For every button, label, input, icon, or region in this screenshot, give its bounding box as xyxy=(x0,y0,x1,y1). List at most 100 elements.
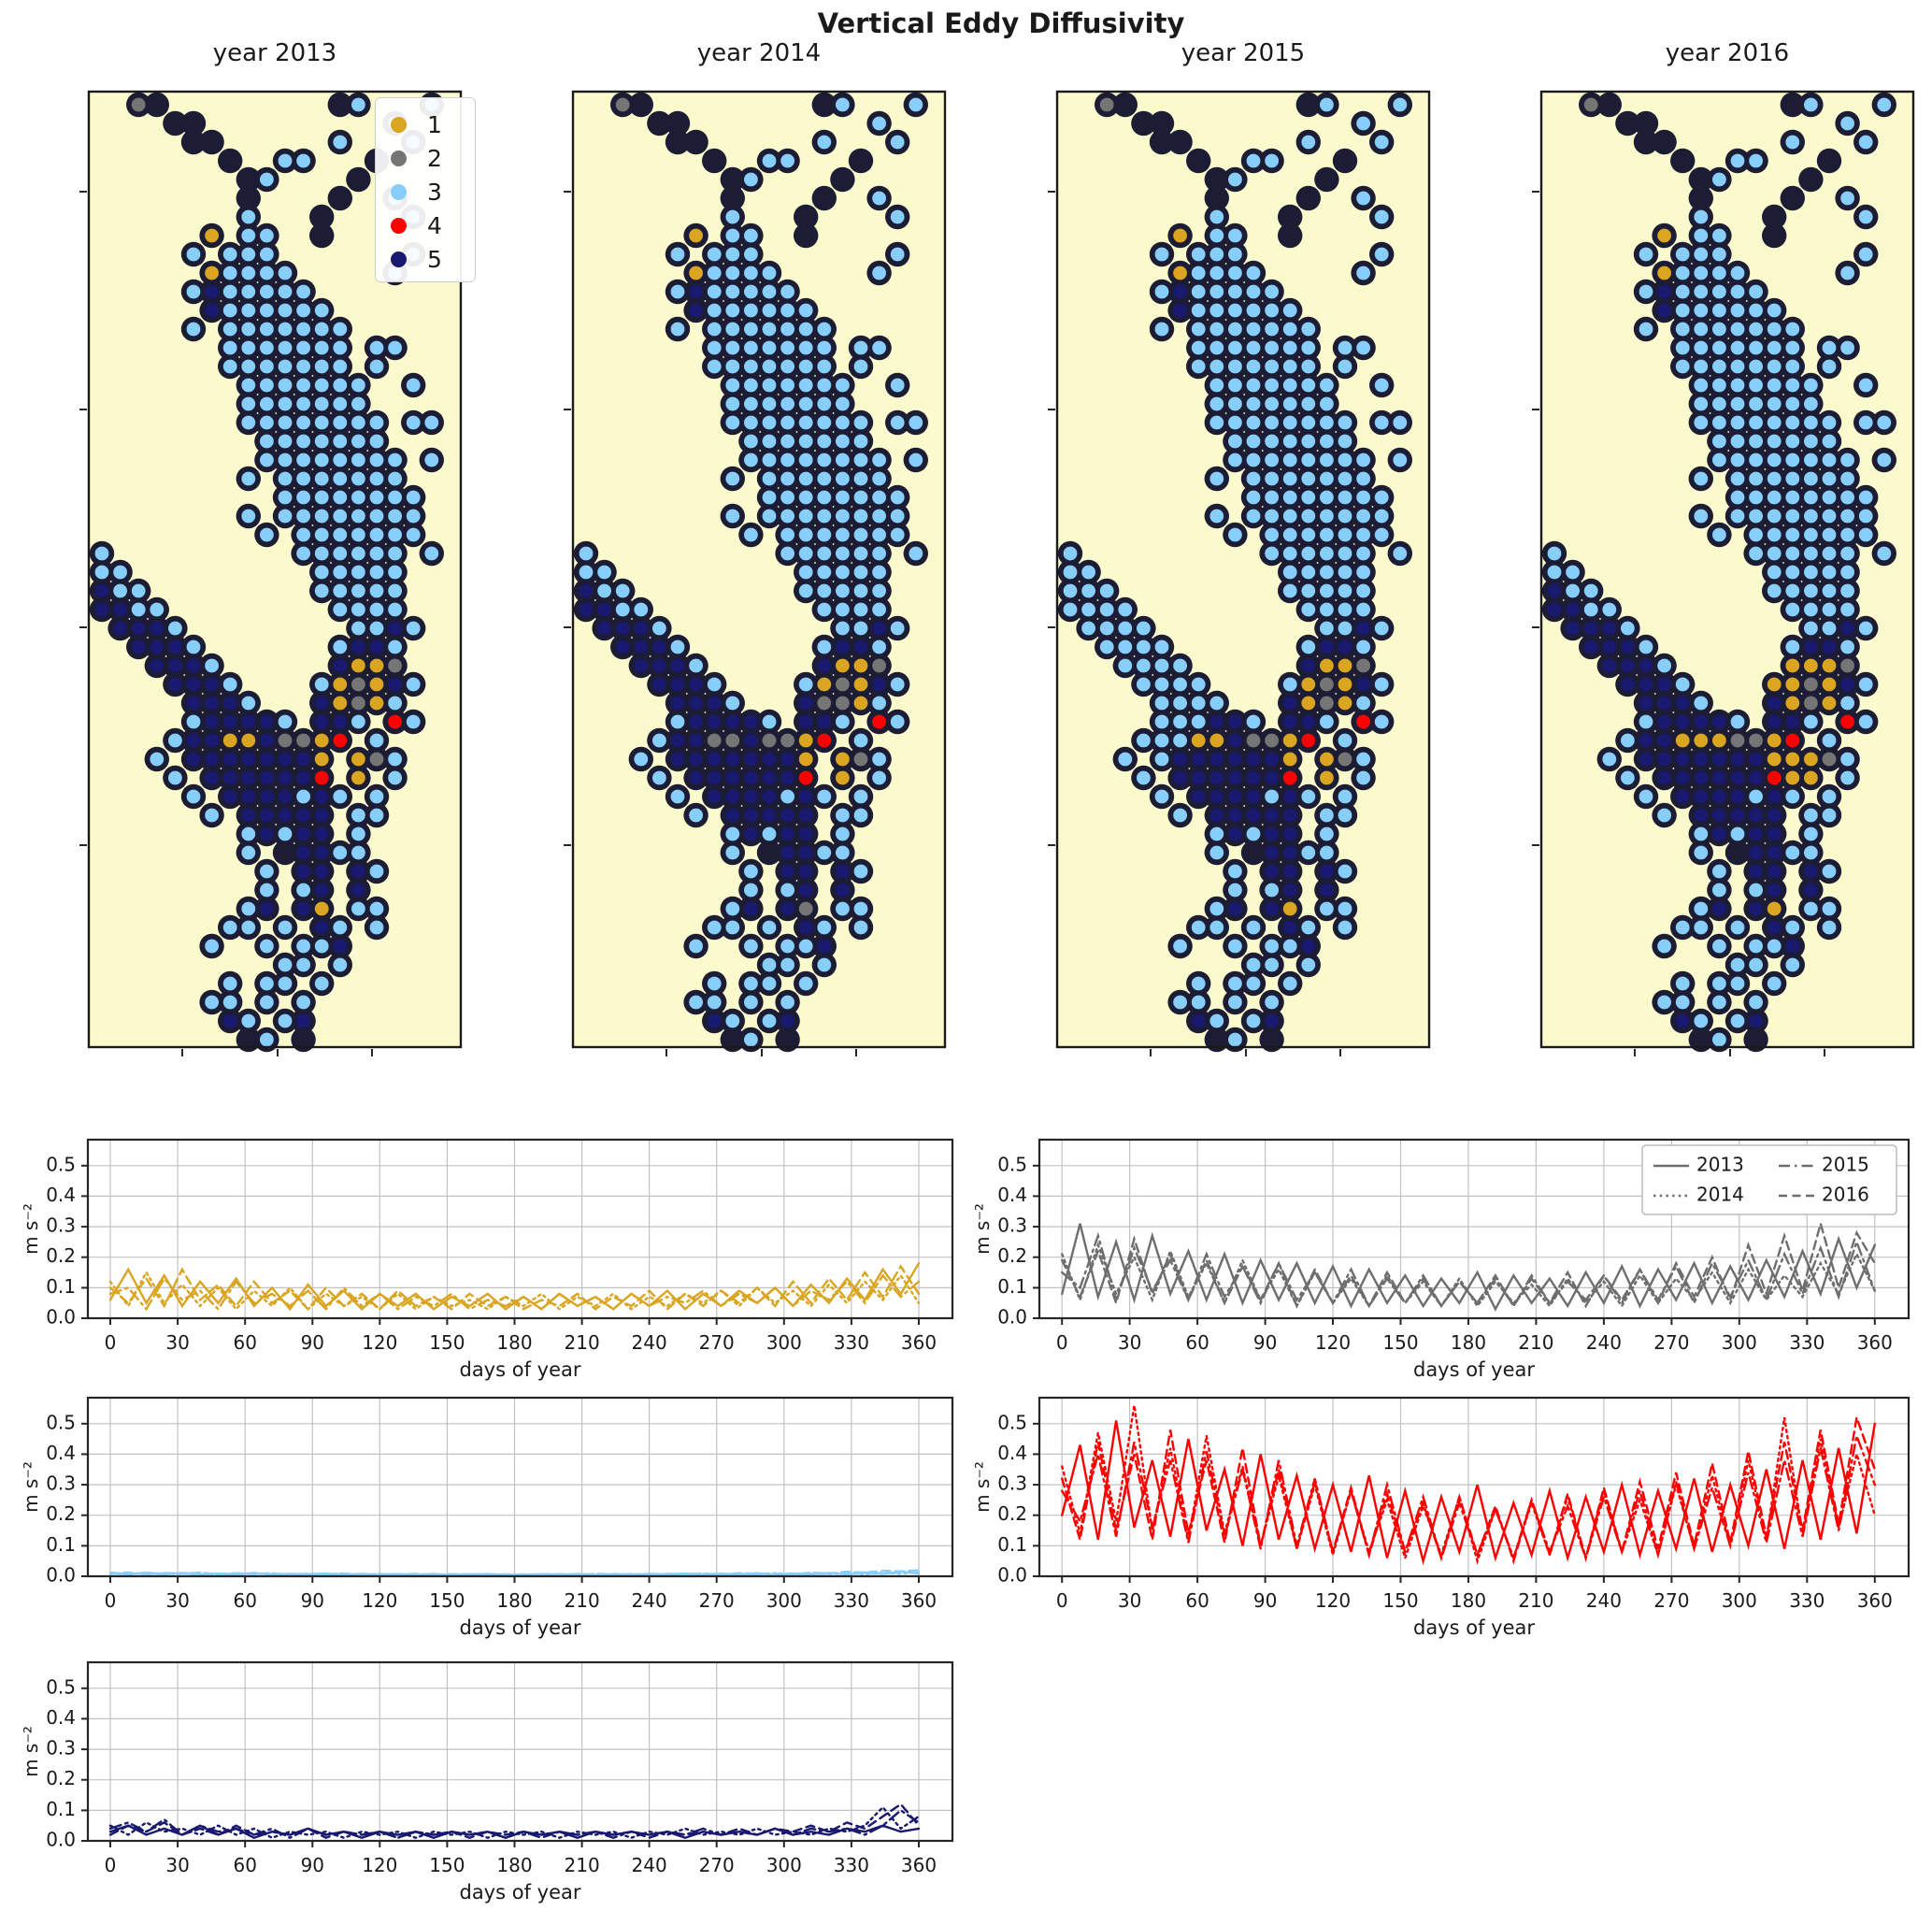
svg-text:0.1: 0.1 xyxy=(46,1533,76,1556)
chart-svg-cluster-5: 0 30 60 90 120 150 180 210 240 270 300 330 360 0.0 0.1… xyxy=(20,1660,954,1903)
svg-text:360: 360 xyxy=(1857,1331,1893,1354)
svg-text:300: 300 xyxy=(766,1854,802,1876)
svg-text:0.1: 0.1 xyxy=(46,1798,76,1820)
svg-text:0: 0 xyxy=(105,1854,117,1876)
svg-text:360: 360 xyxy=(1857,1589,1893,1612)
svg-text:270: 270 xyxy=(699,1331,735,1354)
map-panel-2016 xyxy=(1532,90,1915,1056)
svg-text:60: 60 xyxy=(233,1331,256,1354)
legend-label-3: 3 xyxy=(427,178,442,206)
svg-text:300: 300 xyxy=(1722,1589,1757,1612)
y-axis-label: m s⁻² xyxy=(971,1461,994,1513)
svg-text:210: 210 xyxy=(565,1589,600,1612)
series-2015 xyxy=(108,1273,921,1312)
svg-text:0.3: 0.3 xyxy=(46,1214,76,1237)
svg-text:30: 30 xyxy=(1118,1331,1141,1354)
legend-year-2016: 2016 xyxy=(1822,1184,1869,1206)
svg-text:360: 360 xyxy=(901,1854,937,1876)
series-2014 xyxy=(108,1805,921,1839)
svg-text:270: 270 xyxy=(699,1854,735,1876)
map-title-2015: year 2015 xyxy=(1181,39,1306,67)
map-title-2016: year 2016 xyxy=(1665,39,1790,67)
svg-text:30: 30 xyxy=(1118,1589,1141,1612)
svg-text:210: 210 xyxy=(1518,1589,1553,1612)
y-axis-label: m s⁻² xyxy=(971,1203,994,1255)
map-cluster-legend: 1 2 3 4 5 xyxy=(375,97,476,282)
svg-text:30: 30 xyxy=(165,1854,189,1876)
x-axis-label: days of year xyxy=(459,1881,580,1903)
svg-text:300: 300 xyxy=(1722,1331,1757,1354)
svg-text:150: 150 xyxy=(429,1331,465,1354)
svg-text:240: 240 xyxy=(632,1854,667,1876)
legend-label-4: 4 xyxy=(427,211,442,239)
series-2016 xyxy=(108,1264,921,1311)
map-panel-2014 xyxy=(564,90,947,1056)
series-2015 xyxy=(108,1571,921,1576)
svg-text:0: 0 xyxy=(1056,1589,1068,1612)
x-axis-label: days of year xyxy=(459,1616,580,1639)
legend-label-2: 2 xyxy=(427,144,442,172)
station-dots xyxy=(579,97,923,1047)
svg-text:0.3: 0.3 xyxy=(997,1472,1027,1495)
timeseries-cluster-4-red: 0 30 60 90 120 150 180 210 240 270 300 330 360 0.0 0.1… xyxy=(970,1385,1922,1639)
legend-year-2013: 2013 xyxy=(1696,1154,1744,1176)
svg-text:0: 0 xyxy=(105,1589,117,1612)
svg-text:300: 300 xyxy=(766,1589,802,1612)
legend-dot-1 xyxy=(391,116,407,133)
chart-svg-cluster-4: 0 30 60 90 120 150 180 210 240 270 300 330 360 0.0 0.1… xyxy=(971,1396,1911,1639)
map-svg-year-2016 xyxy=(1532,90,1915,1056)
y-axis-label: m s⁻² xyxy=(20,1203,42,1255)
svg-text:0.0: 0.0 xyxy=(46,1306,76,1329)
map-panel-2015 xyxy=(1048,90,1431,1056)
timeseries-cluster-1-gold: 0 30 60 90 120 150 180 210 240 270 300 330 360 0.0 0.1… xyxy=(19,1127,966,1381)
legend-dot-2 xyxy=(391,150,407,166)
svg-text:330: 330 xyxy=(834,1589,869,1612)
series-2015 xyxy=(108,1808,921,1840)
legend-entry-5: 5 xyxy=(376,242,475,276)
svg-text:0.1: 0.1 xyxy=(46,1275,76,1298)
svg-text:90: 90 xyxy=(301,1854,324,1876)
svg-text:240: 240 xyxy=(632,1589,667,1612)
svg-text:210: 210 xyxy=(565,1854,600,1876)
svg-text:360: 360 xyxy=(901,1331,937,1354)
chart-svg-cluster-1: 0 30 60 90 120 150 180 210 240 270 300 330 360 0.0 0.1… xyxy=(20,1138,954,1381)
legend-year-2015: 2015 xyxy=(1822,1154,1869,1176)
timeseries-cluster-2-gray: 0 30 60 90 120 150 180 210 240 270 300 330 360 0.0 0.1… xyxy=(970,1127,1922,1381)
chart-svg-cluster-2: 0 30 60 90 120 150 180 210 240 270 300 330 360 0.0 0.1… xyxy=(971,1138,1911,1381)
svg-text:180: 180 xyxy=(1451,1589,1486,1612)
svg-text:180: 180 xyxy=(496,1589,532,1612)
svg-text:0.2: 0.2 xyxy=(46,1502,76,1525)
svg-text:0.0: 0.0 xyxy=(46,1829,76,1851)
svg-text:0.1: 0.1 xyxy=(997,1533,1027,1556)
svg-text:180: 180 xyxy=(1451,1331,1486,1354)
svg-text:0.2: 0.2 xyxy=(997,1502,1027,1525)
station-dots xyxy=(94,97,439,1047)
map-panel-2013: 1 2 3 4 5 xyxy=(79,90,476,1056)
svg-text:330: 330 xyxy=(1789,1589,1825,1612)
svg-text:0.4: 0.4 xyxy=(997,1442,1027,1464)
svg-text:0: 0 xyxy=(105,1331,117,1354)
svg-text:240: 240 xyxy=(1586,1331,1622,1354)
svg-text:0.5: 0.5 xyxy=(997,1153,1027,1175)
legend-label-5: 5 xyxy=(427,245,442,273)
svg-text:0.3: 0.3 xyxy=(46,1737,76,1760)
svg-text:0.4: 0.4 xyxy=(46,1184,76,1206)
svg-text:30: 30 xyxy=(165,1589,189,1612)
svg-text:270: 270 xyxy=(1653,1589,1689,1612)
svg-text:360: 360 xyxy=(901,1589,937,1612)
svg-text:150: 150 xyxy=(429,1854,465,1876)
y-axis-label: m s⁻² xyxy=(20,1461,42,1513)
svg-text:90: 90 xyxy=(301,1589,324,1612)
svg-text:0.3: 0.3 xyxy=(997,1214,1027,1237)
station-dots xyxy=(1063,97,1408,1047)
svg-text:270: 270 xyxy=(699,1589,735,1612)
svg-text:0.3: 0.3 xyxy=(46,1472,76,1495)
map-svg-year-2014 xyxy=(564,90,947,1056)
svg-text:60: 60 xyxy=(1185,1589,1209,1612)
legend-dot-5 xyxy=(391,251,407,267)
x-axis-label: days of year xyxy=(1413,1616,1535,1639)
svg-text:0.5: 0.5 xyxy=(997,1411,1027,1433)
timeseries-cluster-5-navy: 0 30 60 90 120 150 180 210 240 270 300 330 360 0.0 0.1… xyxy=(19,1649,966,1903)
svg-text:120: 120 xyxy=(1315,1331,1351,1354)
x-axis-label: days of year xyxy=(459,1358,580,1381)
